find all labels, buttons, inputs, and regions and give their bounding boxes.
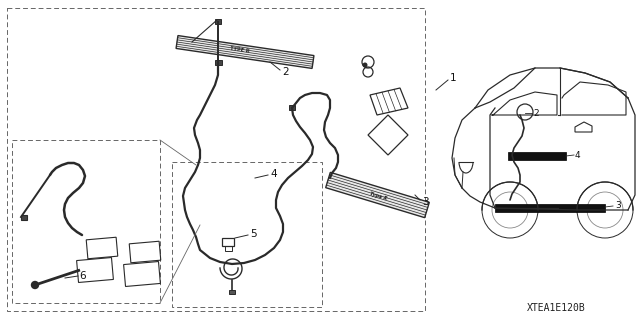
Text: 2: 2 [533,108,539,117]
Bar [495,204,605,212]
Bar [508,152,566,160]
Text: 6: 6 [79,271,86,281]
Text: 4: 4 [270,169,276,179]
Bar [21,215,27,220]
Bar [222,238,234,246]
Text: 1: 1 [450,73,456,83]
Text: 3: 3 [422,197,429,207]
Circle shape [362,63,367,68]
Text: 2: 2 [282,67,289,77]
Bar [124,262,161,286]
Bar [86,237,118,259]
Polygon shape [326,172,429,218]
Bar [215,60,222,65]
Bar [215,19,221,24]
Text: XTEA1E120B: XTEA1E120B [527,303,586,313]
Circle shape [31,281,38,288]
Polygon shape [176,36,314,69]
Bar [129,241,161,263]
Text: TYPE R: TYPE R [230,46,250,54]
Text: Type R: Type R [369,191,387,201]
Bar [225,246,232,251]
Bar [77,257,113,283]
Text: 3: 3 [615,201,621,210]
Text: 5: 5 [250,229,257,239]
Text: 4: 4 [575,151,580,160]
Bar [229,290,235,294]
Bar [289,105,295,110]
